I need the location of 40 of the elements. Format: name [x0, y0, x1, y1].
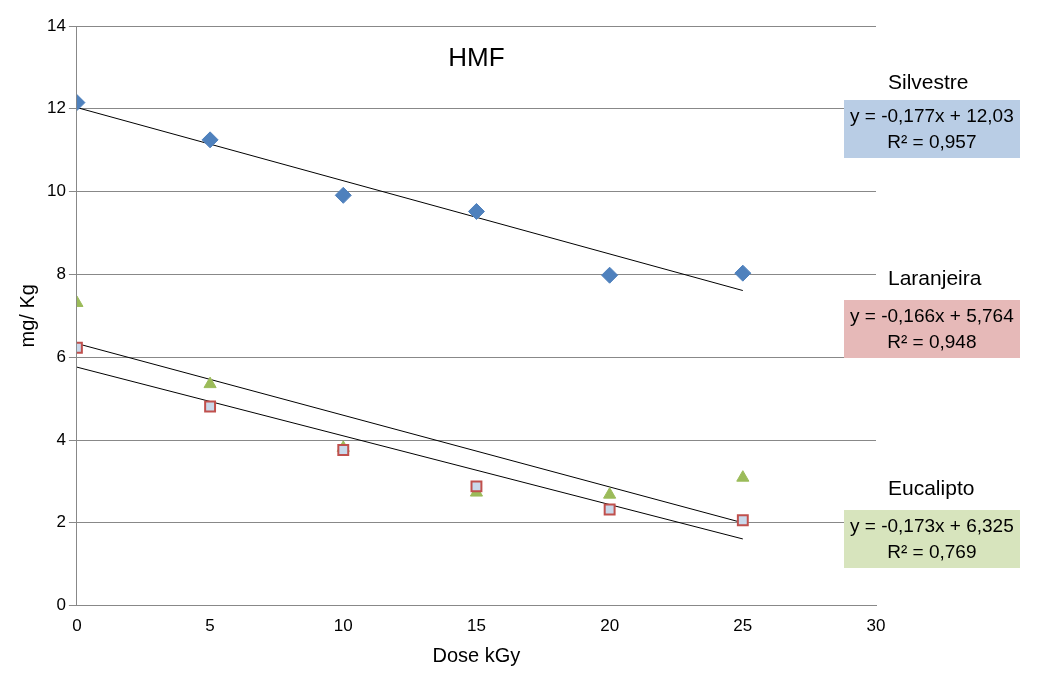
text: Laranjeira — [888, 266, 982, 290]
y-tick-label: 10 — [46, 181, 66, 201]
point — [337, 443, 350, 456]
point — [601, 266, 619, 284]
y-tick-label: 12 — [46, 98, 66, 118]
y-tick-label: 8 — [56, 264, 66, 284]
point — [603, 487, 617, 499]
y-tick-label: 0 — [56, 595, 66, 615]
x-tick-label: 5 — [205, 616, 215, 636]
point — [736, 470, 750, 482]
x-tick-label: 10 — [333, 616, 353, 636]
point — [603, 503, 616, 516]
point — [334, 186, 352, 204]
point — [734, 264, 752, 282]
y-axis-title: mg/ Kg — [15, 284, 38, 348]
y-tick-label: 6 — [56, 346, 66, 366]
x-tick-label: 25 — [733, 616, 753, 636]
text: Eucalipto — [888, 476, 975, 500]
x-tick-label: 20 — [600, 616, 620, 636]
y-tick-label: 2 — [56, 512, 66, 532]
point — [203, 376, 217, 389]
point — [204, 400, 217, 413]
y-tick-label: 14 — [46, 15, 66, 35]
text: Silvestre — [888, 70, 969, 94]
x-tick-label: 30 — [866, 616, 886, 636]
y-tick-label: 4 — [56, 429, 66, 449]
annotation: y = -0,173x + 6,325 — [850, 514, 1014, 538]
x-axis-title: Dose kGy — [432, 643, 521, 666]
text: R² = 0,957 — [886, 130, 978, 154]
point — [467, 202, 485, 220]
point — [736, 514, 749, 527]
annotation: y = -0,177x + 12,03 — [850, 104, 1014, 128]
text: R² = 0,948 — [886, 330, 978, 354]
x-tick-label: 0 — [72, 616, 82, 636]
annotation: y = -0,166x + 5,764 — [850, 304, 1014, 328]
point — [470, 480, 483, 493]
text: R² = 0,769 — [886, 540, 978, 564]
text: HMF — [448, 42, 505, 73]
x-tick-label: 15 — [466, 616, 486, 636]
point — [201, 131, 219, 149]
